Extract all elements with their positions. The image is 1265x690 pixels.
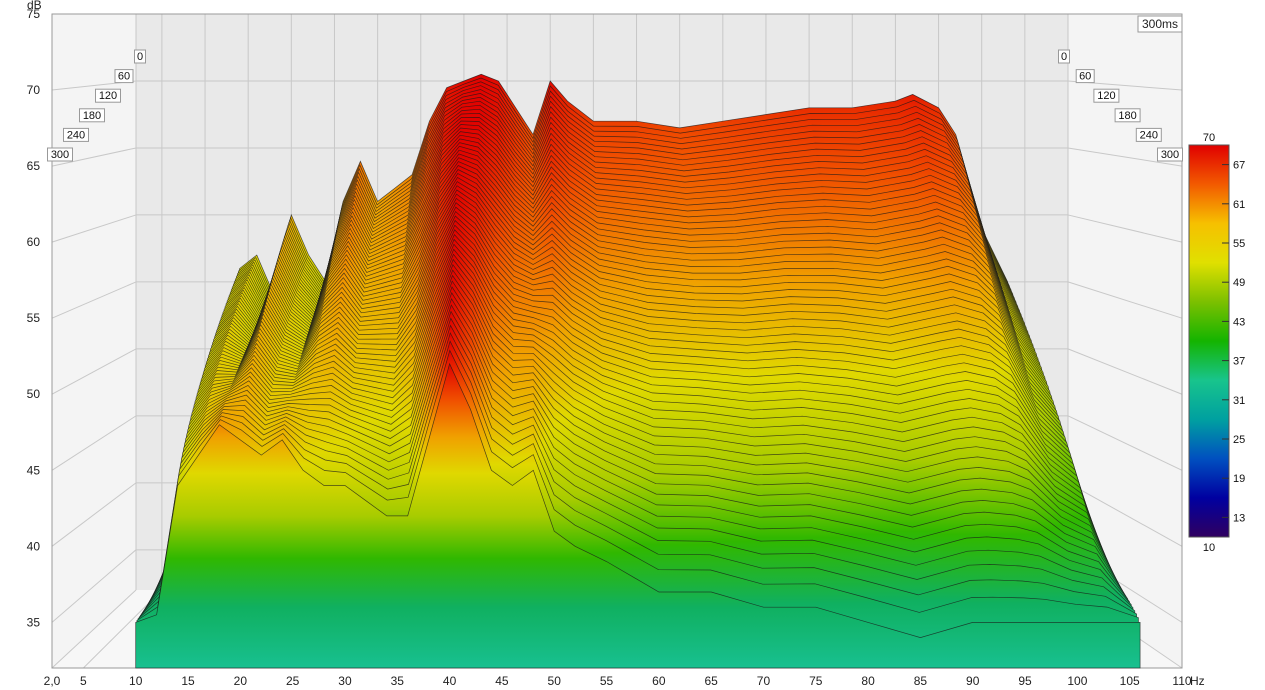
y-tick-label: 45 [27, 463, 41, 477]
y-tick-label: 55 [27, 311, 41, 325]
x-tick-label: 10 [129, 674, 143, 688]
colorbar-tick-label: 19 [1233, 473, 1245, 485]
x-tick-label: 75 [809, 674, 823, 688]
colorbar-max-label: 70 [1203, 132, 1215, 144]
colorbar-tick-label: 49 [1233, 277, 1245, 289]
x-tick-label: 2,0 [44, 674, 61, 688]
y-tick-label: 50 [27, 387, 41, 401]
x-tick-label: 45 [495, 674, 509, 688]
svg-text:0: 0 [1061, 51, 1067, 63]
svg-text:240: 240 [1140, 129, 1158, 141]
y-tick-label: 35 [27, 615, 41, 629]
colorbar-min-label: 10 [1203, 542, 1215, 554]
colorbar-tick-label: 61 [1233, 199, 1245, 211]
time-tick-right: 240 [1135, 127, 1162, 142]
colorbar-tick-label: 25 [1233, 434, 1245, 446]
x-tick-label: 80 [861, 674, 875, 688]
time-tick-right: 120 [1093, 88, 1120, 103]
x-tick-label: 110 [1172, 674, 1191, 688]
x-tick-label: 25 [286, 674, 300, 688]
svg-text:120: 120 [99, 90, 117, 102]
x-tick-label: 35 [391, 674, 405, 688]
x-tick-label: 60 [652, 674, 666, 688]
x-tick-label: 95 [1018, 674, 1032, 688]
svg-text:300: 300 [1161, 149, 1179, 161]
time-tick-right: 180 [1114, 108, 1141, 123]
y-tick-label: 70 [27, 83, 41, 97]
x-unit-label: Hz [1190, 674, 1205, 688]
x-tick-label: 5 [80, 674, 87, 688]
colorbar-tick-label: 31 [1233, 395, 1245, 407]
color-scale-bar: 70 10 67 61 55 49 43 37 31 25 19 13 [1188, 132, 1245, 554]
y-tick-label: 40 [27, 539, 41, 553]
svg-text:60: 60 [1079, 71, 1091, 83]
y-tick-label: 65 [27, 159, 41, 173]
x-tick-label: 105 [1120, 674, 1140, 688]
time-tick-left: 180 [79, 108, 105, 123]
colorbar-tick-label: 37 [1233, 356, 1245, 368]
colorbar-tick-label: 43 [1233, 316, 1245, 328]
y-tick-label: 60 [27, 235, 41, 249]
x-tick-label: 30 [338, 674, 352, 688]
time-tick-left: 0 [134, 49, 146, 64]
time-tick-right: 300 [1157, 147, 1183, 162]
x-tick-label: 50 [548, 674, 562, 688]
y-unit-label: dB [27, 0, 42, 12]
svg-text:0: 0 [137, 51, 143, 63]
x-tick-label: 40 [443, 674, 457, 688]
time-tick-left: 60 [114, 69, 134, 84]
svg-text:300: 300 [51, 149, 69, 161]
time-axis-label: 300ms [1137, 15, 1183, 33]
colorbar-tick-label: 55 [1233, 238, 1245, 250]
time-tick-left: 120 [95, 88, 121, 103]
x-tick-label: 15 [181, 674, 195, 688]
waterfall-surface [135, 73, 1141, 669]
svg-text:240: 240 [67, 129, 85, 141]
time-tick-left: 300 [47, 147, 73, 162]
y-tick-label: 75 [27, 7, 41, 21]
time-tick-right: 0 [1058, 49, 1070, 64]
x-tick-label: 100 [1067, 674, 1087, 688]
svg-text:120: 120 [1097, 90, 1115, 102]
x-tick-label: 90 [966, 674, 980, 688]
svg-text:180: 180 [1118, 110, 1136, 122]
x-tick-label: 55 [600, 674, 614, 688]
svg-text:60: 60 [118, 71, 130, 83]
x-tick-label: 20 [234, 674, 248, 688]
x-tick-label: 70 [757, 674, 771, 688]
x-tick-label: 65 [704, 674, 718, 688]
waterfall-slice [135, 362, 1141, 669]
time-tick-right: 60 [1075, 69, 1095, 84]
svg-text:300ms: 300ms [1142, 17, 1178, 31]
colorbar-tick-label: 67 [1233, 160, 1245, 172]
time-tick-left: 240 [63, 127, 89, 142]
x-tick-label: 85 [914, 674, 928, 688]
colorbar-tick-label: 13 [1233, 512, 1245, 524]
svg-text:180: 180 [83, 110, 101, 122]
